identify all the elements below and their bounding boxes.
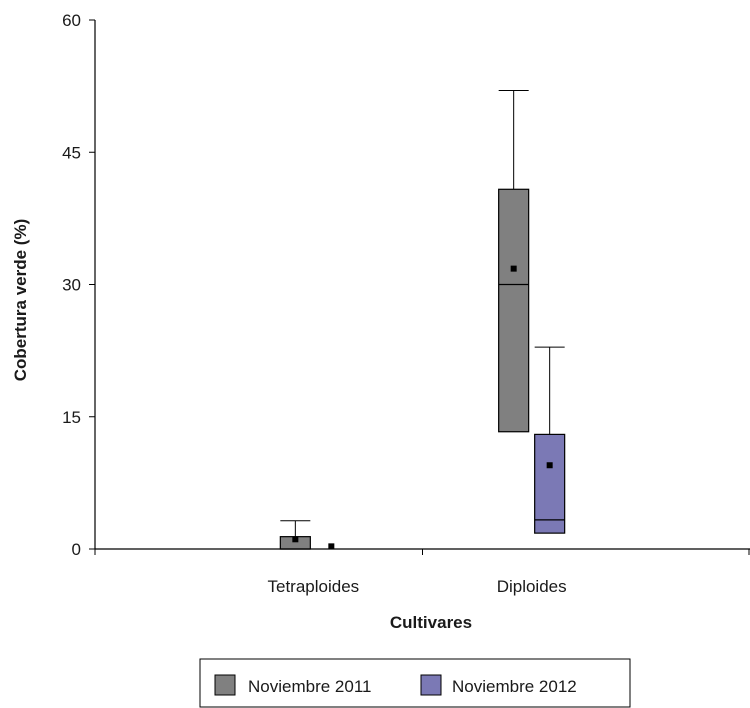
legend-label-noviembre-2012: Noviembre 2012 xyxy=(452,677,577,696)
plot-area: 0 15 30 45 60 Tetraploides Diploides xyxy=(62,11,750,596)
box xyxy=(498,188,530,433)
legend-swatch-noviembre-2011 xyxy=(214,674,236,696)
legend-swatch-noviembre-2012 xyxy=(420,674,442,696)
y-tick-label: 45 xyxy=(62,143,81,162)
mean-marker xyxy=(292,536,299,543)
mean-marker xyxy=(510,265,517,272)
y-axis-title: Cobertura verde (%) xyxy=(11,219,30,381)
box xyxy=(534,433,566,534)
y-tick-label: 0 xyxy=(72,540,81,559)
legend: Noviembre 2011 Noviembre 2012 xyxy=(199,658,631,708)
x-tick-label: Diploides xyxy=(497,577,567,596)
legend-frame xyxy=(199,658,631,708)
y-tick-label: 60 xyxy=(62,11,81,30)
y-tick-label: 15 xyxy=(62,408,81,427)
mean-marker xyxy=(328,543,335,550)
x-axis-title: Cultivares xyxy=(390,613,472,632)
mean-marker xyxy=(546,462,553,469)
legend-label-noviembre-2011: Noviembre 2011 xyxy=(248,677,371,696)
y-tick-label: 30 xyxy=(62,276,81,295)
x-tick-label: Tetraploides xyxy=(267,577,359,596)
